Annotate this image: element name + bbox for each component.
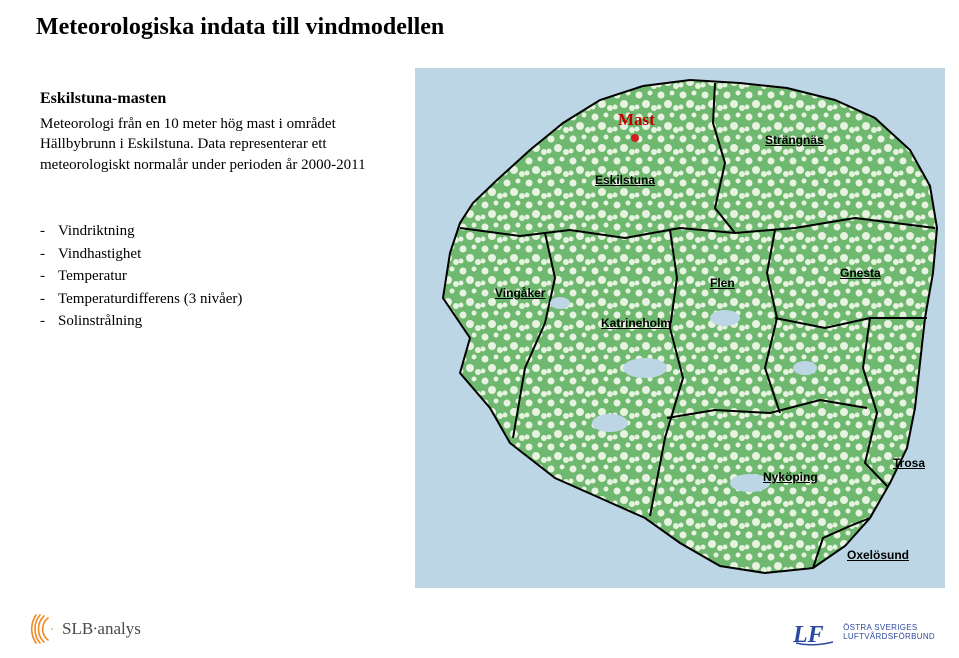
map-label: Katrineholm [601, 316, 671, 330]
mast-dot-icon [631, 134, 639, 142]
svg-text:LF: LF [793, 622, 824, 646]
page-title: Meteorologiska indata till vindmodellen [36, 14, 444, 41]
map-label: Oxelösund [847, 548, 909, 562]
map-label: Vingåker [495, 286, 545, 300]
slb-arcs-icon [22, 614, 56, 644]
map-label: Eskilstuna [595, 173, 655, 187]
bullet-item: -Vindhastighet [40, 243, 242, 266]
bullet-item: -Temperatur [40, 265, 242, 288]
mast-label: Mast [618, 110, 655, 130]
bullet-item: -Vindriktning [40, 220, 242, 243]
map-label: Nyköping [763, 470, 818, 484]
map-label: Trosa [893, 456, 925, 470]
map-label: Flen [710, 276, 735, 290]
map-svg [415, 68, 945, 588]
bullet-list: -Vindriktning-Vindhastighet-Temperatur-T… [40, 220, 242, 333]
footer-right-logo: LF ÖSTRA SVERIGES LUFTVÅRDSFÖRBUND [793, 620, 935, 646]
description-paragraph: Meteorologi från en 10 meter hög mast i … [40, 114, 370, 175]
subtitle: Eskilstuna-masten [40, 90, 166, 108]
slb-text: SLB∙analys [62, 619, 141, 639]
bullet-item: -Temperaturdifferens (3 nivåer) [40, 288, 242, 311]
lf-logo-icon: LF [793, 620, 835, 646]
map-label: Gnesta [840, 266, 881, 280]
bullet-item: -Solinstrålning [40, 310, 242, 333]
footer-left-logo: SLB∙analys [22, 614, 141, 644]
lf-line2: LUFTVÅRDSFÖRBUND [843, 633, 935, 642]
map-label: Strängnäs [765, 133, 824, 147]
map-container: Mast Eskilstuna Strängnäs Vingåker Katrineh… [415, 68, 945, 588]
